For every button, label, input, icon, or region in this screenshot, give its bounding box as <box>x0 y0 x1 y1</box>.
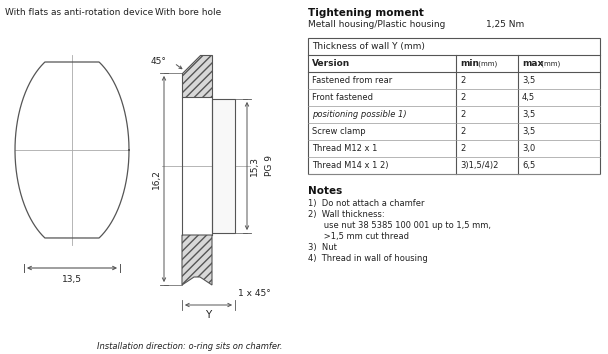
Text: 2: 2 <box>460 76 465 85</box>
Text: 4,5: 4,5 <box>522 93 535 102</box>
Text: Metall housing/Plastic housing: Metall housing/Plastic housing <box>308 20 446 29</box>
Text: 3,5: 3,5 <box>522 110 535 119</box>
Text: 3)  Nut: 3) Nut <box>308 243 337 252</box>
Text: Version: Version <box>312 59 350 68</box>
Text: 1)  Do not attach a chamfer: 1) Do not attach a chamfer <box>308 199 424 208</box>
Text: 2: 2 <box>460 110 465 119</box>
Text: Thread M12 x 1: Thread M12 x 1 <box>312 144 378 153</box>
Text: With bore hole: With bore hole <box>155 8 221 17</box>
Text: With flats as anti-rotation device: With flats as anti-rotation device <box>5 8 153 17</box>
Text: 15,3: 15,3 <box>250 156 259 176</box>
Text: Front fastened: Front fastened <box>312 93 373 102</box>
Text: 3,0: 3,0 <box>522 144 535 153</box>
Text: 1,25 Nm: 1,25 Nm <box>486 20 524 29</box>
Text: 2: 2 <box>460 127 465 136</box>
Text: 45°: 45° <box>150 57 166 66</box>
Text: max: max <box>522 59 544 68</box>
Text: Y: Y <box>206 310 212 320</box>
Text: 3,5: 3,5 <box>522 127 535 136</box>
Text: Thickness of wall Y (mm): Thickness of wall Y (mm) <box>312 42 425 51</box>
Text: use nut 38 5385 100 001 up to 1,5 mm,: use nut 38 5385 100 001 up to 1,5 mm, <box>308 221 491 230</box>
Bar <box>212 99 235 233</box>
Polygon shape <box>182 235 212 285</box>
Text: Thread M14 x 1 2): Thread M14 x 1 2) <box>312 161 389 170</box>
Text: 2)  Wall thickness:: 2) Wall thickness: <box>308 210 385 219</box>
Text: >1,5 mm cut thread: >1,5 mm cut thread <box>308 232 409 241</box>
Bar <box>308 38 600 174</box>
Text: Tightening moment: Tightening moment <box>308 8 424 18</box>
Text: 3,5: 3,5 <box>522 76 535 85</box>
Text: Installation direction: o-ring sits on chamfer.: Installation direction: o-ring sits on c… <box>97 342 283 351</box>
Polygon shape <box>182 55 212 97</box>
Text: 2: 2 <box>460 93 465 102</box>
Text: Notes: Notes <box>308 186 342 196</box>
Text: (mm): (mm) <box>476 60 497 67</box>
Text: min: min <box>460 59 479 68</box>
Text: Fastened from rear: Fastened from rear <box>312 76 392 85</box>
Text: 13,5: 13,5 <box>62 275 82 284</box>
Text: 4)  Thread in wall of housing: 4) Thread in wall of housing <box>308 254 428 263</box>
Text: 6,5: 6,5 <box>522 161 535 170</box>
Text: PG 9: PG 9 <box>265 155 274 177</box>
Text: Screw clamp: Screw clamp <box>312 127 365 136</box>
Text: 3)1,5/4)2: 3)1,5/4)2 <box>460 161 499 170</box>
Text: 2: 2 <box>460 144 465 153</box>
Text: 1 x 45°: 1 x 45° <box>238 289 271 298</box>
Text: 16,2: 16,2 <box>152 169 161 189</box>
Text: positioning possible 1): positioning possible 1) <box>312 110 407 119</box>
Text: (mm): (mm) <box>539 60 560 67</box>
